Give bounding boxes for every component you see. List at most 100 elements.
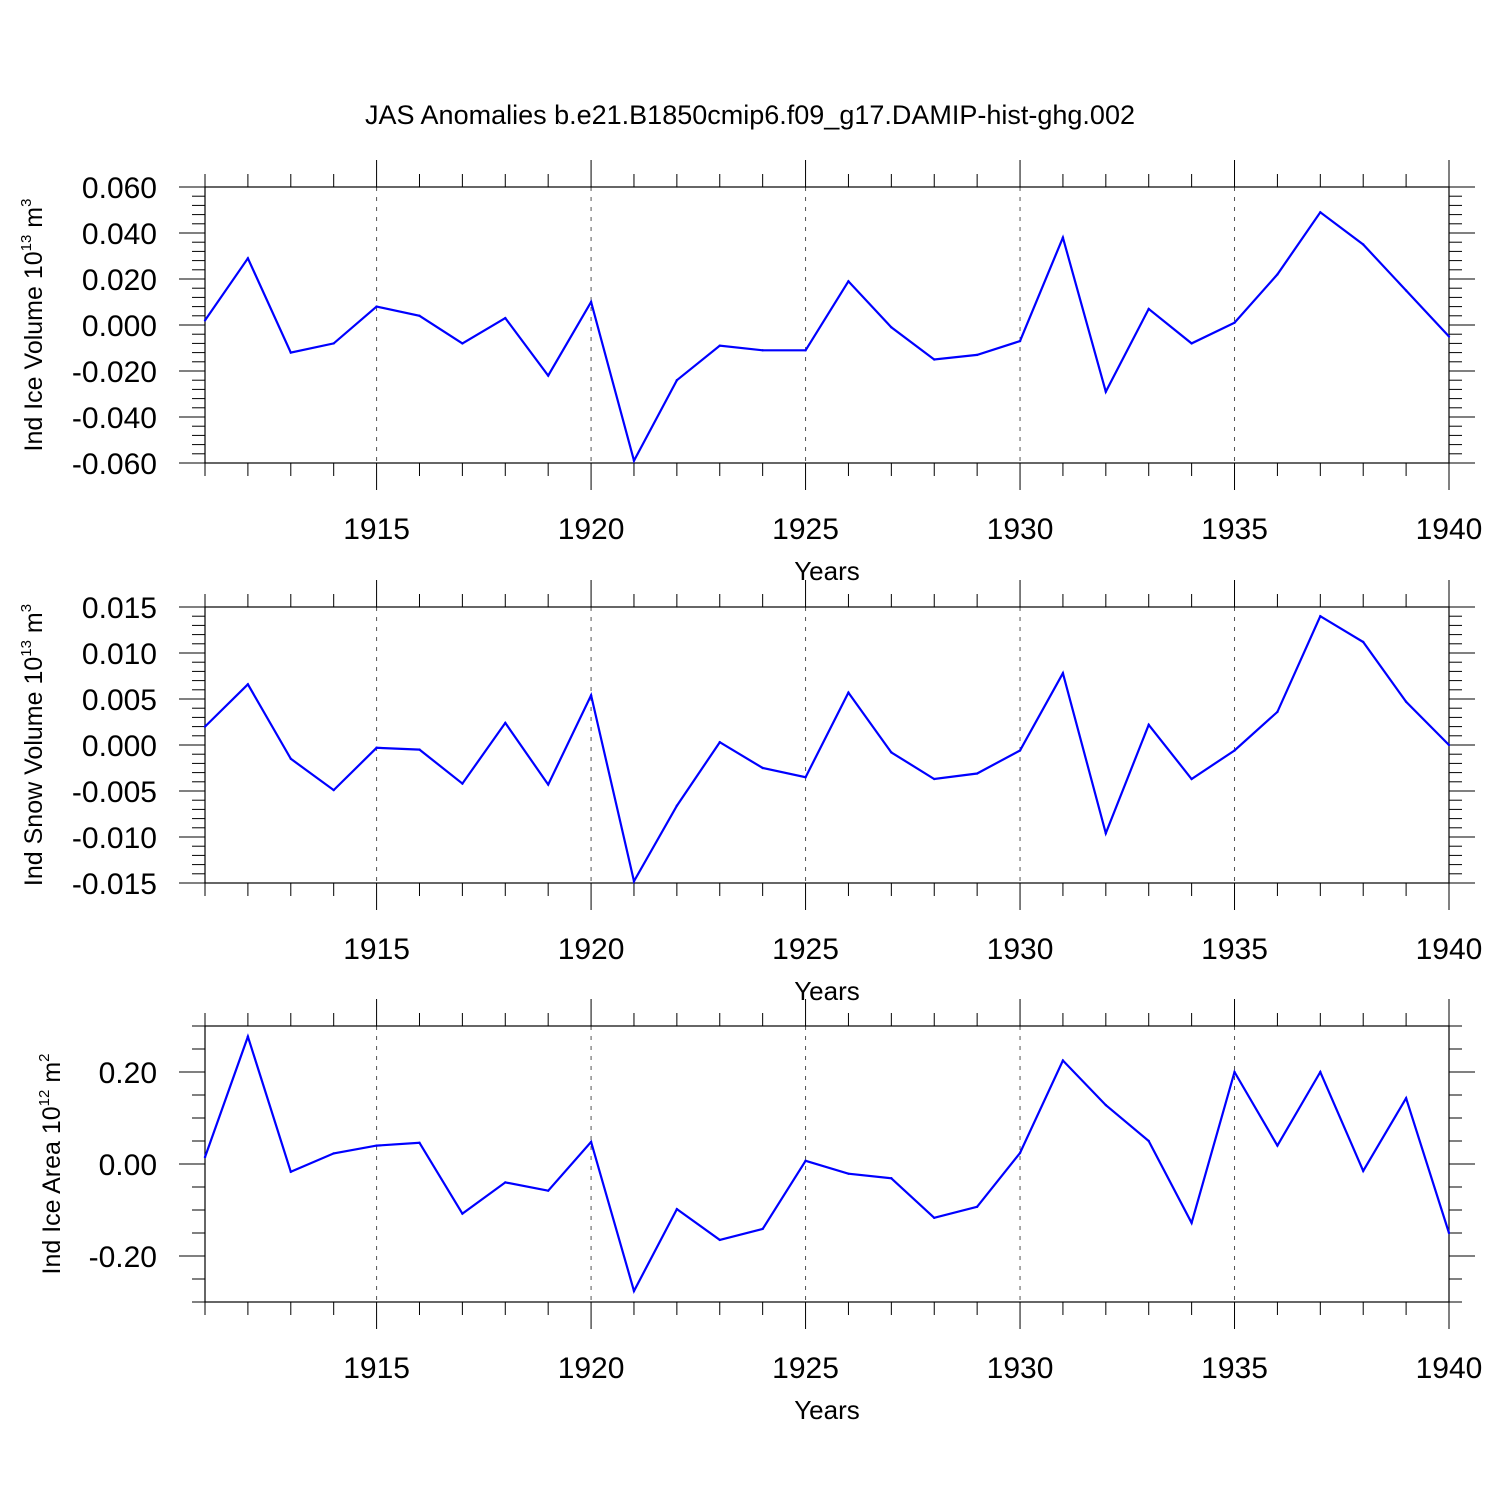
data-point: [1104, 1103, 1108, 1107]
series-line: [204, 210, 1450, 464]
data-point: [1404, 289, 1408, 292]
data-point: [933, 777, 936, 781]
data-point: [418, 748, 421, 751]
data-point: [246, 257, 250, 260]
data-point: [1190, 1221, 1193, 1225]
data-point: [504, 316, 507, 320]
x-tick-label: 1925: [772, 513, 839, 546]
data-point: [1233, 321, 1236, 324]
data-point: [246, 683, 250, 686]
data-point: [203, 1155, 207, 1159]
data-point: [418, 314, 421, 317]
data-point: [718, 1238, 721, 1242]
data-point: [1233, 749, 1236, 752]
data-point: [675, 379, 679, 382]
data-point: [718, 344, 721, 347]
plot-frame: [204, 1025, 1450, 1303]
data-point: [1319, 615, 1322, 618]
data-point: [1276, 1144, 1279, 1147]
chart-panel-1: -0.060 -0.040 -0.020 0.000 0.020 0.040 0.060 19…: [18, 160, 1482, 586]
x-tick-label: 1925: [772, 933, 839, 966]
data-point: [1319, 1070, 1322, 1074]
y-axis-label: Ind Snow Volume 1013 m3: [18, 604, 48, 886]
data-point: [1190, 777, 1193, 781]
data-point: [1362, 243, 1365, 246]
data-point: [1447, 743, 1451, 747]
data-point: [332, 342, 335, 345]
y-tick-label: 0.000: [82, 310, 157, 343]
data-point: [1404, 1097, 1408, 1100]
x-tick-label: 1940: [1416, 933, 1483, 966]
data-point: [375, 746, 378, 749]
data-point: [975, 353, 979, 357]
data-point: [1362, 1169, 1365, 1173]
x-tick-label: 1915: [343, 1352, 410, 1385]
x-tick-label: 1925: [772, 1352, 839, 1385]
y-axis-label: Ind Ice Volume 1013 m3: [18, 199, 48, 452]
y-tick-label: 0.020: [82, 264, 157, 297]
x-tick-label: 1920: [558, 933, 625, 966]
data-point: [418, 1141, 421, 1145]
data-point: [589, 1140, 593, 1144]
data-point: [375, 305, 378, 308]
x-tick-label: 1935: [1201, 513, 1268, 546]
data-point: [1018, 1151, 1022, 1155]
data-point: [1190, 342, 1193, 345]
x-tick-label: 1940: [1416, 1352, 1483, 1385]
x-tick-label: 1935: [1201, 1352, 1268, 1385]
chart-panel-2: -0.015 -0.010 -0.005 0.000 0.005 0.010 0.015 19…: [18, 580, 1482, 1006]
series-line: [204, 614, 1450, 885]
data-point: [1276, 710, 1279, 714]
data-point: [332, 1152, 335, 1155]
data-point: [1233, 1070, 1236, 1074]
data-point: [461, 782, 464, 785]
data-point: [890, 751, 893, 754]
data-point: [546, 374, 550, 377]
data-point: [332, 788, 335, 792]
series-line: [203, 1033, 1451, 1294]
x-axis-label: Years: [794, 556, 860, 586]
panels: -0.060 -0.040 -0.020 0.000 0.020 0.040 0.060 19…: [18, 160, 1482, 1425]
data-point: [1018, 749, 1022, 752]
data-point: [718, 741, 721, 744]
data-point: [933, 358, 936, 361]
x-tick-label: 1915: [343, 513, 410, 546]
data-point: [461, 1212, 464, 1215]
data-point: [203, 725, 207, 728]
data-point: [1061, 672, 1065, 675]
y-tick-label: 0.010: [82, 638, 157, 671]
data-point: [1447, 335, 1451, 338]
data-point: [847, 280, 850, 283]
chart-title: JAS Anomalies b.e21.B1850cmip6.f09_g17.D…: [365, 100, 1135, 130]
data-point: [1404, 700, 1408, 703]
y-tick-label: -0.015: [72, 868, 157, 901]
data-point: [1147, 723, 1150, 726]
data-point: [975, 1205, 979, 1208]
x-tick-label: 1940: [1416, 513, 1483, 546]
y-tick-label: 0.005: [82, 684, 157, 717]
data-point: [1319, 211, 1322, 214]
plot-frame: [204, 186, 1450, 464]
data-point: [1147, 307, 1150, 311]
data-point: [975, 772, 979, 775]
data-point: [761, 349, 764, 352]
data-point: [246, 1035, 250, 1038]
y-tick-label: -0.060: [72, 448, 157, 481]
data-point: [1061, 1059, 1065, 1062]
x-axis-label: Years: [794, 1395, 860, 1425]
data-point: [589, 694, 593, 697]
data-point: [375, 1144, 378, 1147]
data-point: [1104, 390, 1108, 393]
data-point: [804, 349, 807, 352]
y-tick-label: 0.00: [99, 1149, 157, 1182]
y-tick-label: 0.000: [82, 730, 157, 763]
y-tick-label: 0.060: [82, 172, 157, 205]
data-point: [289, 1170, 292, 1174]
data-point: [504, 1181, 507, 1184]
data-point: [546, 1189, 550, 1192]
x-tick-label: 1915: [343, 933, 410, 966]
data-point: [203, 319, 207, 322]
data-point: [504, 721, 507, 725]
